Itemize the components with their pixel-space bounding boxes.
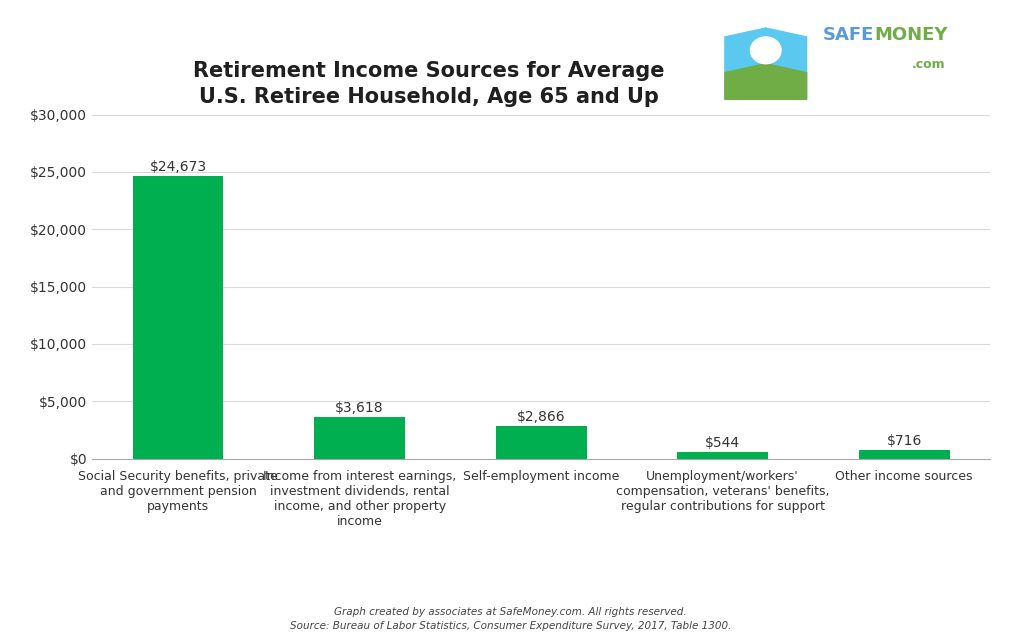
Bar (133, 176, 224, 459)
Circle shape (750, 37, 781, 64)
Bar (677, 452, 768, 459)
Polygon shape (725, 64, 807, 99)
Text: Retirement Income Sources for Average
U.S. Retiree Household, Age 65 and Up: Retirement Income Sources for Average U.… (193, 61, 665, 107)
Text: Graph created by associates at SafeMoney.com. All rights reserved.
Source: Burea: Graph created by associates at SafeMoney… (290, 606, 731, 631)
Text: $2,866: $2,866 (517, 410, 566, 424)
Text: $3,618: $3,618 (335, 401, 384, 415)
Text: $716: $716 (886, 434, 922, 448)
Polygon shape (766, 28, 807, 99)
Bar (314, 417, 405, 459)
Bar (496, 426, 586, 459)
Text: $24,673: $24,673 (149, 160, 206, 174)
Text: SAFE: SAFE (823, 26, 874, 44)
Polygon shape (725, 28, 766, 99)
Text: .com: .com (912, 59, 945, 71)
Text: MONEY: MONEY (874, 26, 947, 44)
Text: $544: $544 (706, 436, 740, 450)
Bar (859, 450, 950, 459)
